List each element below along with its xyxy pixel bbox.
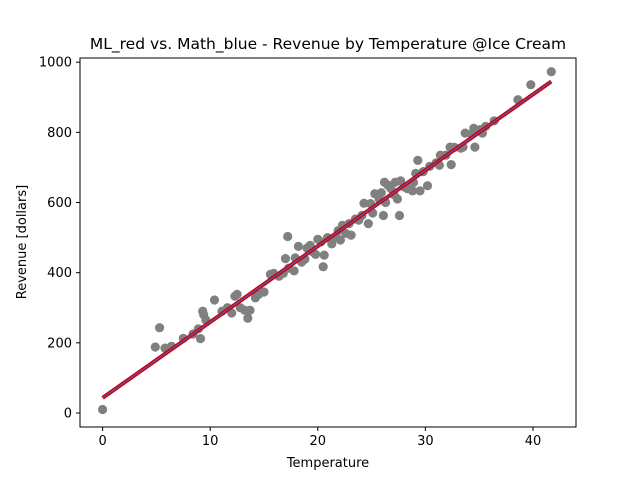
- data-point: [98, 404, 108, 415]
- plot-area: [98, 67, 556, 415]
- y-tick-label: 800: [47, 126, 72, 141]
- y-tick-label: 0: [64, 406, 72, 421]
- y-tick-label: 1000: [39, 56, 72, 71]
- data-point: [335, 235, 345, 245]
- data-point: [209, 295, 220, 305]
- data-point: [470, 142, 480, 152]
- y-axis-label: Revenue [dollars]: [15, 185, 30, 299]
- data-point: [311, 249, 321, 259]
- data-point: [150, 342, 160, 352]
- data-point: [243, 313, 253, 323]
- x-tick-label: 10: [202, 434, 219, 449]
- y-axis: 0 200 400 600 800 1000: [39, 56, 80, 421]
- data-point: [394, 210, 405, 221]
- data-point: [392, 194, 402, 204]
- data-point: [346, 230, 356, 240]
- data-point: [319, 250, 329, 260]
- data-point: [546, 67, 556, 77]
- x-tick-label: 0: [98, 434, 106, 449]
- math-fit-line: [102, 80, 552, 399]
- data-point: [280, 254, 291, 264]
- data-point: [446, 160, 456, 170]
- data-point: [413, 155, 423, 165]
- data-point: [155, 323, 165, 333]
- data-point: [289, 266, 299, 276]
- data-point: [363, 219, 373, 229]
- data-point: [293, 241, 303, 251]
- data-point: [318, 262, 328, 272]
- y-tick-label: 600: [47, 196, 72, 211]
- data-point: [526, 80, 536, 90]
- data-point: [378, 210, 388, 221]
- data-point: [283, 231, 293, 242]
- x-axis: 0 10 20 30 40: [98, 427, 541, 449]
- x-tick-label: 40: [525, 434, 542, 449]
- y-tick-label: 200: [47, 336, 72, 351]
- y-tick-label: 400: [47, 266, 72, 281]
- data-point: [422, 181, 433, 191]
- data-point: [232, 289, 242, 299]
- x-tick-label: 30: [417, 434, 434, 449]
- x-tick-label: 20: [310, 434, 327, 449]
- chart-title: ML_red vs. Math_blue - Revenue by Temper…: [90, 35, 566, 54]
- axes-frame: [79, 57, 577, 428]
- data-point: [359, 198, 369, 208]
- x-axis-label: Temperature: [286, 456, 369, 471]
- data-point: [407, 186, 418, 196]
- data-point: [195, 334, 206, 344]
- data-point: [245, 305, 255, 315]
- data-point: [259, 287, 269, 297]
- data-point: [376, 188, 386, 198]
- data-point: [415, 186, 425, 196]
